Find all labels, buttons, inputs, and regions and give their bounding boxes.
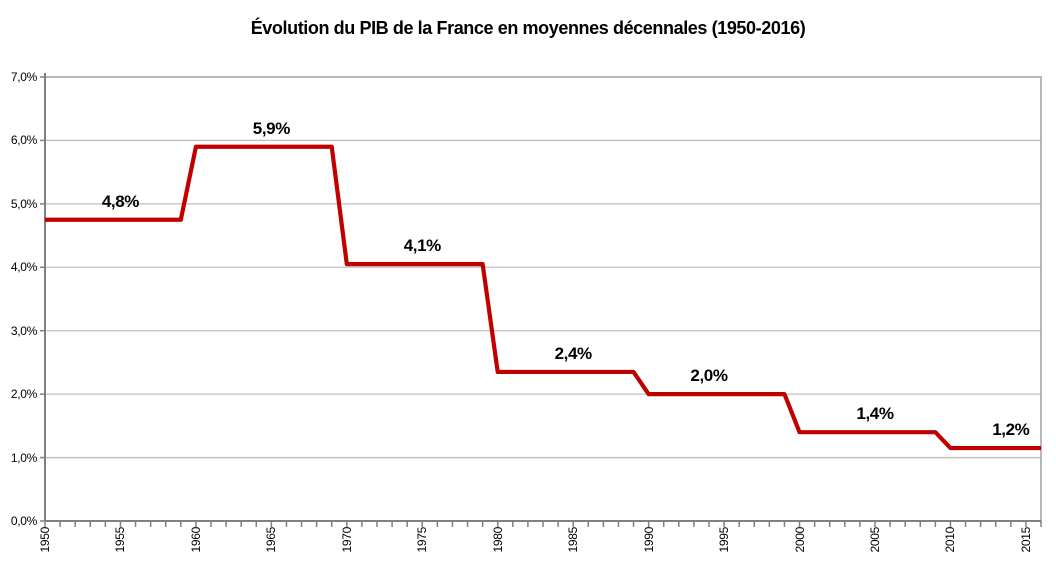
data-label: 2,4% [554, 343, 593, 363]
x-tick-label: 2000 [792, 527, 807, 553]
y-tick-label: 7,0% [10, 70, 37, 84]
x-tick-label: 1970 [339, 527, 354, 553]
y-tick-label: 0,0% [10, 514, 37, 528]
chart-title: Évolution du PIB de la France en moyenne… [250, 18, 806, 38]
data-label: 4,1% [403, 236, 442, 256]
x-tick-label: 1995 [717, 527, 732, 553]
data-label: 1,4% [856, 404, 894, 424]
plot-border [44, 76, 1042, 522]
gdp-step-line [45, 144, 1041, 451]
x-tick-label: 1990 [641, 527, 656, 553]
data-label: 1,2% [992, 420, 1030, 440]
y-tick-label: 5,0% [10, 196, 37, 211]
data-label: 2,0% [690, 366, 728, 386]
y-tick-label: 1,0% [10, 450, 37, 465]
x-tick-label: 1980 [490, 527, 505, 553]
x-tick-label: 2010 [943, 527, 958, 553]
y-tick-label: 3,0% [10, 323, 37, 338]
x-tick-label: 1975 [415, 527, 430, 553]
x-tick-label: 2015 [1018, 527, 1033, 553]
x-tick-label: 1960 [188, 527, 203, 553]
x-tick-label: 1965 [264, 527, 279, 553]
data-label: 4,8% [101, 191, 140, 211]
data-label: 5,9% [252, 118, 291, 138]
x-tick-label: 2005 [868, 527, 882, 553]
y-tick-label: 4,0% [10, 260, 37, 275]
y-tick-label: 2,0% [10, 387, 37, 402]
x-tick-label: 1985 [566, 527, 581, 553]
x-tick-label: 1955 [113, 527, 128, 553]
y-tick-label: 6,0% [10, 133, 37, 148]
x-tick-label: 1950 [38, 527, 52, 553]
